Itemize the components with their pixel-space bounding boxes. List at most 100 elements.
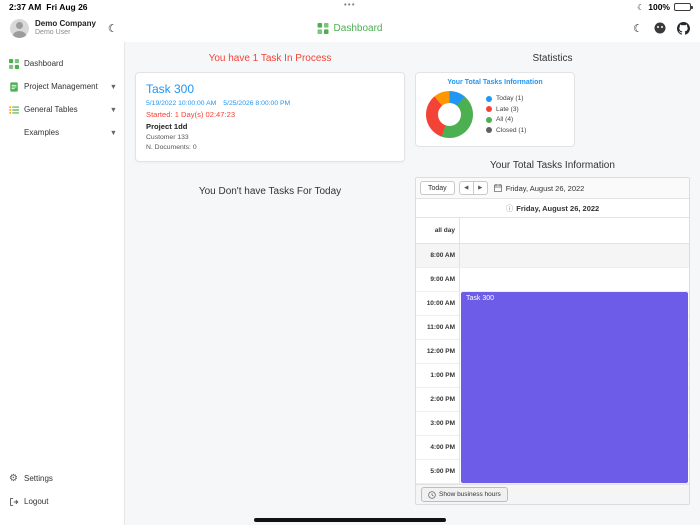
home-indicator[interactable] xyxy=(254,517,446,522)
tasks-donut-chart xyxy=(426,91,473,138)
time-row: 9:00 AM xyxy=(416,268,689,292)
legend-label: Today (1) xyxy=(496,95,524,103)
chevron-down-icon: ▶ xyxy=(109,130,116,135)
time-row: 5:00 PM xyxy=(416,460,689,484)
header-actions: ☾ xyxy=(633,21,690,35)
sidebar-item-label: General Tables xyxy=(24,105,78,114)
scheduler: Today ◀ ▶ Friday, August 26, 2022 ⓘ Frid… xyxy=(415,177,690,505)
page-title-group: Dashboard xyxy=(317,22,383,34)
face-icon[interactable] xyxy=(654,22,666,34)
legend-dot xyxy=(486,106,492,113)
time-label: 12:00 PM xyxy=(416,340,460,363)
event-title: Task 300 xyxy=(466,295,495,302)
sidebar-item-project-management[interactable]: Project Management ▶ xyxy=(0,75,124,98)
main-content: You have 1 Task In Process Task 300 5/19… xyxy=(125,42,700,525)
time-label: 4:00 PM xyxy=(416,436,460,459)
scheduler-toolbar: Today ◀ ▶ Friday, August 26, 2022 xyxy=(416,178,689,199)
date-navigator[interactable]: Friday, August 26, 2022 xyxy=(493,184,584,193)
legend-label: Closed (1) xyxy=(496,126,527,134)
status-time: 2:37 AM xyxy=(9,2,42,12)
no-tasks-today-message: You Don't have Tasks For Today xyxy=(198,186,342,198)
time-label: 11:00 AM xyxy=(416,316,460,339)
time-cell[interactable] xyxy=(460,268,689,291)
project-doc-icon xyxy=(9,81,24,92)
show-business-hours-button[interactable]: Show business hours xyxy=(421,487,508,502)
user-avatar[interactable] xyxy=(10,18,29,38)
dark-mode-moon-icon[interactable]: ☾ xyxy=(107,22,118,35)
battery-icon xyxy=(674,3,693,11)
page-title: Dashboard xyxy=(333,22,383,34)
time-label: 9:00 AM xyxy=(416,268,460,291)
time-row: 8:00 AM xyxy=(416,244,689,268)
time-label: 1:00 PM xyxy=(416,364,460,387)
user-info: Demo Company Demo User xyxy=(35,19,96,36)
statistics-card-title: Your Total Tasks Information xyxy=(447,79,543,86)
sidebar-item-general-tables[interactable]: General Tables ▶ xyxy=(0,98,124,121)
multitask-dots-icon: ••• xyxy=(344,2,356,9)
github-icon[interactable] xyxy=(677,21,690,35)
app-header: Demo Company Demo User ☾ Dashboard ☾ xyxy=(0,14,700,42)
info-icon: ⓘ xyxy=(505,203,514,213)
prev-day-button[interactable]: ◀ xyxy=(458,181,474,195)
day-header: ⓘ Friday, August 26, 2022 xyxy=(416,199,689,218)
chevron-down-icon: ▶ xyxy=(109,84,116,89)
next-day-button[interactable]: ▶ xyxy=(472,181,488,195)
day-header-label: Friday, August 26, 2022 xyxy=(516,203,600,213)
sidebar-item-label: Examples xyxy=(24,128,60,137)
status-bar: 2:37 AM Fri Aug 26 ••• ☾ 100% xyxy=(0,0,700,14)
sidebar: Dashboard Project Management ▶ General T… xyxy=(0,42,125,525)
sidebar-item-label: Logout xyxy=(24,497,49,506)
statistics-card: Your Total Tasks Information Today (1) L… xyxy=(415,72,575,147)
task-title: Task 300 xyxy=(146,82,195,96)
logout-icon xyxy=(9,497,24,507)
sidebar-item-logout[interactable]: Logout xyxy=(0,490,124,513)
task-card[interactable]: Task 300 5/19/2022 10:00:00 AM 5/25/2026… xyxy=(135,72,405,163)
time-label: 3:00 PM xyxy=(416,412,460,435)
task-customer: Customer 133 xyxy=(146,134,189,141)
chart-legend: Today (1) Late (3) All (4) xyxy=(486,95,526,134)
legend-dot xyxy=(486,95,492,102)
time-cell[interactable] xyxy=(460,244,689,267)
sidebar-spacer xyxy=(0,144,124,467)
dnd-moon-icon: ☾ xyxy=(637,2,645,12)
clock-icon xyxy=(428,490,436,499)
task-documents-count: N. Documents: 0 xyxy=(146,143,197,151)
task-date-range: 5/19/2022 10:00:00 AM 5/25/2026 8:00:00 … xyxy=(146,100,394,107)
all-day-cell[interactable] xyxy=(460,218,689,243)
time-label: 2:00 PM xyxy=(416,388,460,411)
legend-label: All (4) xyxy=(496,116,514,124)
calendar-event-task-300[interactable]: Task 300 xyxy=(461,292,688,483)
legend-item-late: Late (3) xyxy=(486,106,526,113)
legend-dot xyxy=(486,116,492,123)
legend-item-closed: Closed (1) xyxy=(486,127,526,134)
sidebar-item-dashboard[interactable]: Dashboard xyxy=(0,52,124,75)
time-grid: 8:00 AM 9:00 AM 10:00 AM 11:00 AM xyxy=(416,244,689,484)
scheduler-footer: Show business hours xyxy=(416,484,689,504)
today-button[interactable]: Today xyxy=(420,181,455,195)
time-label: 10:00 AM xyxy=(416,292,460,315)
legend-dot xyxy=(486,127,492,134)
gear-icon: ⚙ xyxy=(9,472,18,484)
task-start-date: 5/19/2022 10:00:00 AM xyxy=(146,100,217,107)
sidebar-item-examples[interactable]: Examples ▶ xyxy=(0,121,124,144)
calendar-heading: Your Total Tasks Information xyxy=(490,160,615,171)
show-business-hours-label: Show business hours xyxy=(439,491,501,498)
all-day-label: all day xyxy=(416,218,460,243)
tables-list-icon xyxy=(9,105,24,115)
task-end-date: 5/25/2026 8:00:00 PM xyxy=(223,100,291,107)
statistics-panel: Statistics Your Total Tasks Information … xyxy=(415,48,690,525)
all-day-row: all day xyxy=(416,218,689,244)
sidebar-footer: ⚙ Settings Logout xyxy=(0,467,124,525)
dashboard-grid-icon xyxy=(317,22,329,34)
theme-moon-icon[interactable]: ☾ xyxy=(633,22,643,35)
status-date: Fri Aug 26 xyxy=(46,2,88,12)
in-process-heading: You have 1 Task In Process xyxy=(208,53,332,64)
chevron-down-icon: ▶ xyxy=(109,107,116,112)
sidebar-item-settings[interactable]: ⚙ Settings xyxy=(0,467,124,490)
task-project: Project 1dd xyxy=(146,122,188,131)
legend-item-all: All (4) xyxy=(486,116,526,123)
legend-label: Late (3) xyxy=(496,105,519,113)
user-name: Demo User xyxy=(35,28,71,36)
time-label: 8:00 AM xyxy=(416,244,460,267)
